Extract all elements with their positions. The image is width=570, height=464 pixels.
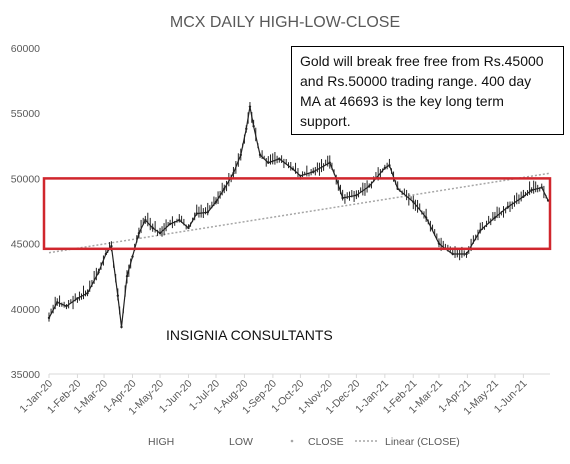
close-point [299, 174, 302, 177]
close-point [206, 211, 209, 214]
close-point [341, 196, 344, 200]
close-point [97, 271, 100, 274]
close-point [396, 187, 399, 191]
close-point [540, 186, 543, 189]
close-point [65, 304, 68, 308]
close-point [267, 161, 270, 164]
y-tick-label: 60000 [11, 43, 40, 55]
y-axis-ticks: 35000 40000 45000 50000 55000 60000 [11, 43, 40, 381]
close-point [424, 216, 428, 219]
price-series [47, 102, 550, 329]
legend-label: HIGH [148, 436, 174, 448]
close-point [248, 105, 252, 108]
close-point [187, 226, 190, 230]
close-point [239, 153, 242, 157]
legend: HIGH LOW CLOSE Linear (CLOSE) [148, 436, 460, 448]
legend-label: CLOSE [308, 436, 344, 448]
close-line [48, 106, 549, 328]
close-point [522, 195, 525, 198]
chart-title: MCX DAILY HIGH-LOW-CLOSE [170, 14, 400, 31]
y-tick-label: 55000 [11, 108, 40, 120]
close-point [506, 205, 509, 209]
watermark-text: INSIGNIA CONSULTANTS [166, 327, 333, 343]
y-tick-label: 40000 [11, 304, 40, 316]
close-point [479, 229, 482, 232]
close-point [312, 170, 315, 174]
close-point [278, 157, 281, 161]
close-point [137, 231, 141, 235]
close-point [120, 325, 123, 329]
close-point [252, 125, 255, 128]
close-point [110, 245, 113, 248]
close-point [245, 127, 248, 131]
close-point [168, 222, 172, 226]
legend-label: Linear (CLOSE) [385, 436, 460, 448]
close-point [86, 291, 89, 295]
close-point [355, 194, 358, 197]
close-point [223, 187, 226, 191]
close-point [530, 188, 533, 192]
y-tick-label: 35000 [11, 369, 40, 381]
close-point [214, 200, 218, 204]
close-point [493, 216, 497, 219]
close-point [232, 171, 235, 175]
close-point [116, 294, 120, 297]
close-point [328, 161, 331, 164]
close-point [76, 297, 79, 300]
close-point [383, 166, 387, 170]
close-point [258, 153, 262, 157]
close-point [178, 218, 181, 222]
legend-label: LOW [229, 436, 253, 448]
close-point [125, 275, 129, 278]
close-point [47, 316, 51, 320]
y-tick-label: 50000 [11, 173, 40, 185]
trend-line [48, 172, 551, 254]
close-point [151, 226, 154, 230]
close-point [56, 301, 59, 304]
close-point [465, 252, 468, 256]
x-axis-ticks: 1-Jan-201-Feb-201-Mar-201-Apr-201-May-20… [17, 374, 530, 417]
close-point [412, 200, 415, 204]
trading-range-box [42, 177, 552, 251]
y-tick-label: 45000 [11, 239, 40, 251]
close-point [437, 242, 441, 245]
close-point [158, 231, 162, 235]
close-point [131, 255, 134, 258]
close-point [451, 252, 454, 256]
close-point [291, 168, 295, 171]
close-point [104, 252, 108, 256]
close-point [144, 218, 147, 222]
annotation-box: Gold will break free free from Rs.45000 … [291, 46, 564, 135]
close-point [195, 212, 198, 215]
close-point [368, 185, 371, 188]
legend-close-marker [290, 439, 294, 443]
close-point [388, 164, 391, 167]
